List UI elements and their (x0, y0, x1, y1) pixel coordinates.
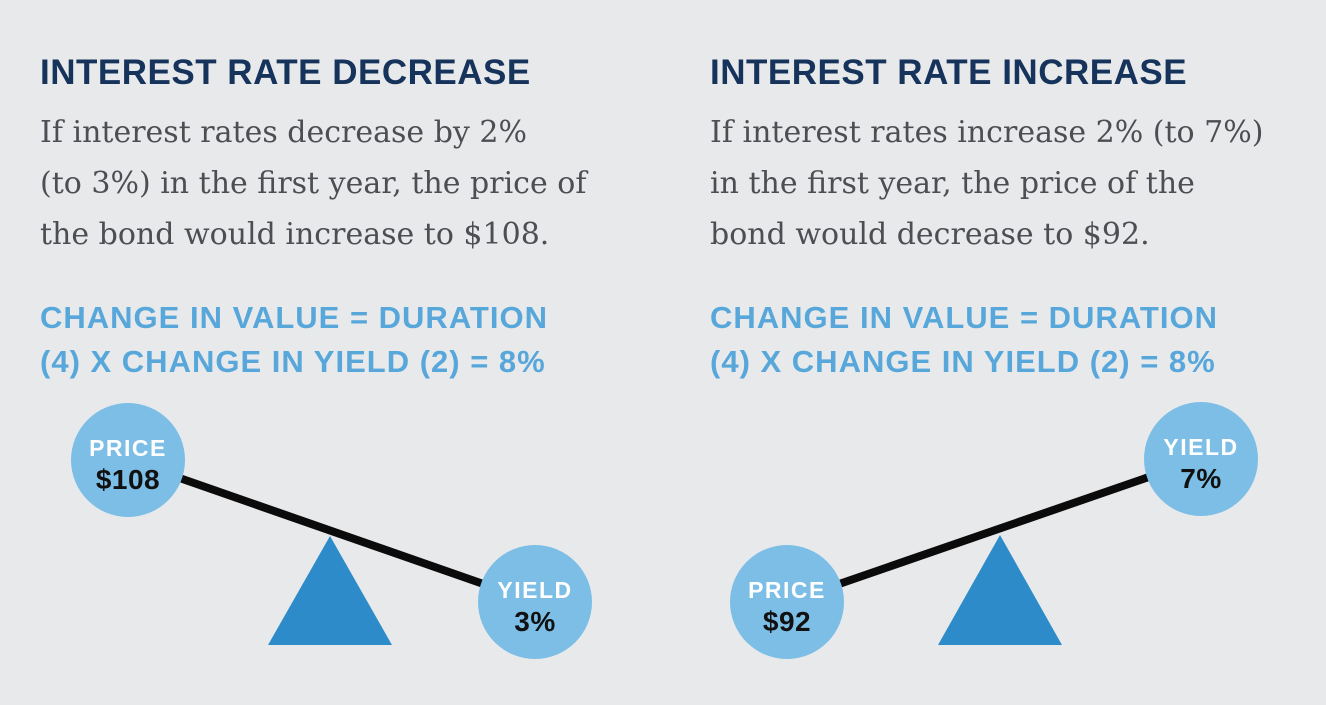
panel-description-decrease: If interest rates decrease by 2% (to 3%)… (40, 107, 660, 260)
duration-formula-increase: CHANGE IN VALUE = DURATION (4) X CHANGE … (710, 296, 1326, 384)
yield-circle-value: 3% (514, 606, 555, 637)
description-line: bond would decrease to $92. (710, 217, 1150, 252)
price-circle-value: $92 (763, 606, 811, 637)
formula-line: (4) X CHANGE IN YIELD (2) = 8% (710, 344, 1216, 379)
seesaw-beam (785, 455, 1203, 606)
description-line: If interest rates decrease by 2% (40, 115, 527, 150)
description-line: in the first year, the price of the (710, 166, 1195, 201)
seesaw-beam (126, 456, 537, 606)
yield-circle-label: YIELD (1163, 434, 1238, 460)
fulcrum-triangle (938, 535, 1062, 645)
yield-circle-label: YIELD (497, 577, 572, 603)
price-circle-value: $108 (96, 464, 160, 495)
duration-formula-decrease: CHANGE IN VALUE = DURATION (4) X CHANGE … (40, 296, 660, 384)
price-circle-label: PRICE (748, 577, 826, 603)
price-circle-label: PRICE (89, 435, 167, 461)
price-circle (730, 545, 844, 659)
formula-line: CHANGE IN VALUE = DURATION (710, 300, 1218, 335)
formula-line: (4) X CHANGE IN YIELD (2) = 8% (40, 344, 546, 379)
yield-circle (1144, 402, 1258, 516)
panel-description-increase: If interest rates increase 2% (to 7%) in… (710, 107, 1326, 260)
description-line: If interest rates increase 2% (to 7%) (710, 115, 1264, 150)
panel-title-decrease: INTEREST RATE DECREASE (40, 53, 531, 92)
panel-title-increase: INTEREST RATE INCREASE (710, 53, 1188, 92)
panel-interest-rate-increase: INTEREST RATE INCREASE If interest rates… (710, 55, 1326, 384)
seesaw-decrease: PRICE $108 YIELD 3% (71, 403, 592, 659)
description-line: the bond would increase to $108. (40, 217, 550, 252)
description-line: (to 3%) in the first year, the price of (40, 166, 587, 201)
yield-circle-value: 7% (1180, 463, 1221, 494)
seesaw-increase: PRICE $92 YIELD 7% (730, 402, 1258, 659)
formula-line: CHANGE IN VALUE = DURATION (40, 300, 548, 335)
price-circle (71, 403, 185, 517)
fulcrum-triangle (268, 536, 392, 645)
panel-interest-rate-decrease: INTEREST RATE DECREASE If interest rates… (40, 55, 660, 384)
yield-circle (478, 545, 592, 659)
